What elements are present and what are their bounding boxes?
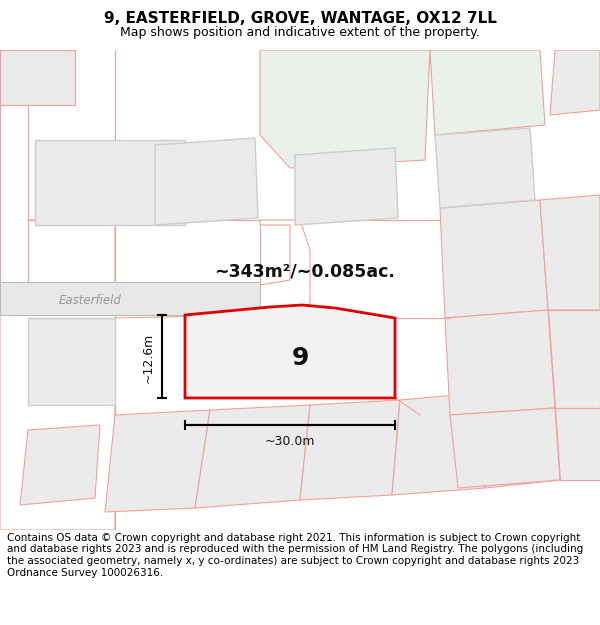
Polygon shape (440, 200, 548, 318)
Polygon shape (0, 282, 260, 315)
Polygon shape (35, 140, 185, 225)
Text: ~12.6m: ~12.6m (142, 333, 155, 383)
Polygon shape (485, 385, 565, 488)
Polygon shape (20, 425, 100, 505)
Polygon shape (0, 50, 75, 105)
Polygon shape (300, 400, 400, 500)
Polygon shape (430, 50, 545, 135)
Polygon shape (450, 408, 560, 488)
Polygon shape (0, 220, 260, 530)
Polygon shape (445, 310, 555, 415)
Polygon shape (435, 128, 535, 208)
Polygon shape (260, 50, 430, 168)
Polygon shape (540, 195, 600, 310)
Polygon shape (0, 105, 28, 288)
Text: Contains OS data © Crown copyright and database right 2021. This information is : Contains OS data © Crown copyright and d… (7, 533, 583, 578)
Polygon shape (295, 148, 398, 225)
Text: Easterfield: Easterfield (59, 294, 121, 306)
Polygon shape (392, 392, 490, 495)
Text: 9, EASTERFIELD, GROVE, WANTAGE, OX12 7LL: 9, EASTERFIELD, GROVE, WANTAGE, OX12 7LL (104, 11, 496, 26)
Text: ~343m²/~0.085ac.: ~343m²/~0.085ac. (215, 263, 395, 281)
Polygon shape (155, 138, 258, 225)
Polygon shape (260, 220, 310, 318)
Polygon shape (28, 318, 115, 405)
Text: 9: 9 (292, 346, 308, 370)
Text: Map shows position and indicative extent of the property.: Map shows position and indicative extent… (120, 26, 480, 39)
Polygon shape (555, 408, 600, 480)
Polygon shape (185, 305, 395, 398)
Polygon shape (548, 310, 600, 408)
Polygon shape (550, 50, 600, 115)
Polygon shape (195, 405, 310, 508)
Polygon shape (105, 410, 210, 512)
Text: ~30.0m: ~30.0m (265, 435, 315, 448)
